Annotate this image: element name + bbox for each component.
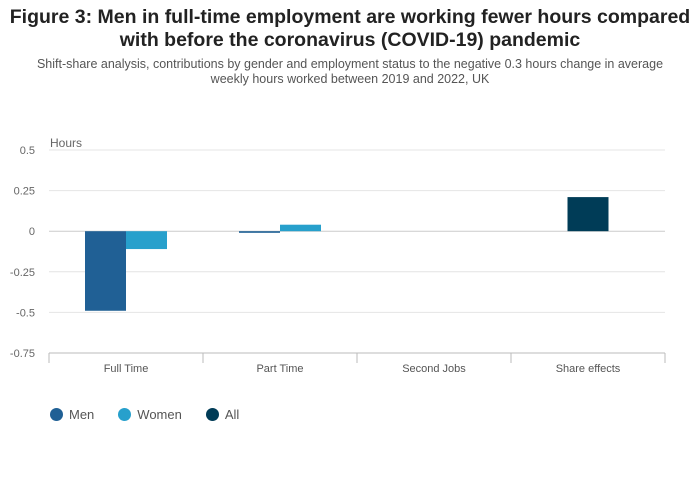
chart-subtitle: Shift-share analysis, contributions by g…	[0, 57, 700, 87]
bar-women-part-time	[280, 224, 321, 232]
x-tick-label: Part Time	[256, 363, 303, 375]
chart-subtitle-line-2: weekly hours worked between 2019 and 202…	[210, 72, 490, 86]
y-axis-label: Hours	[50, 136, 82, 150]
x-tick-label: Share effects	[556, 363, 621, 375]
legend-label: Men	[69, 407, 95, 422]
y-tick-label: 0	[29, 226, 35, 238]
bar-women-full-time	[126, 231, 167, 250]
legend-label: Women	[137, 407, 182, 422]
legend-swatch	[50, 408, 63, 421]
y-tick-label: -0.5	[16, 307, 35, 319]
chart-title-line-2: with before the coronavirus (COVID-19) p…	[119, 29, 581, 51]
y-tick-label: -0.75	[10, 348, 35, 360]
legend-swatch	[205, 408, 219, 421]
bar-all-share-effects	[567, 197, 609, 232]
chart-subtitle-line-1: Shift-share analysis, contributions by g…	[36, 57, 664, 71]
legend-item-men[interactable]: Men	[50, 407, 94, 422]
y-tick-label: 0.25	[14, 186, 35, 198]
x-tick-label: Full Time	[104, 363, 149, 375]
y-tick-label: -0.25	[10, 267, 35, 279]
legend-item-all[interactable]: All	[205, 407, 240, 422]
chart-title-line-1: Figure 3: Men in full-time employment ar…	[9, 6, 691, 28]
x-tick-label: Second Jobs	[402, 363, 466, 375]
bar-chart: 0.5 0.25 0 -0.25 -0.5 -0.75 Hours Full Time Part…	[10, 136, 666, 375]
bar-men-full-time	[85, 231, 126, 311]
legend-label: All	[224, 407, 240, 422]
legend: Men Women All	[50, 407, 239, 422]
legend-swatch	[118, 408, 132, 421]
chart-title: Figure 3: Men in full-time employment ar…	[0, 6, 700, 52]
legend-item-women[interactable]: Women	[118, 407, 182, 422]
bar-men-part-time	[239, 231, 280, 233]
y-tick-label: 0.5	[20, 145, 35, 157]
